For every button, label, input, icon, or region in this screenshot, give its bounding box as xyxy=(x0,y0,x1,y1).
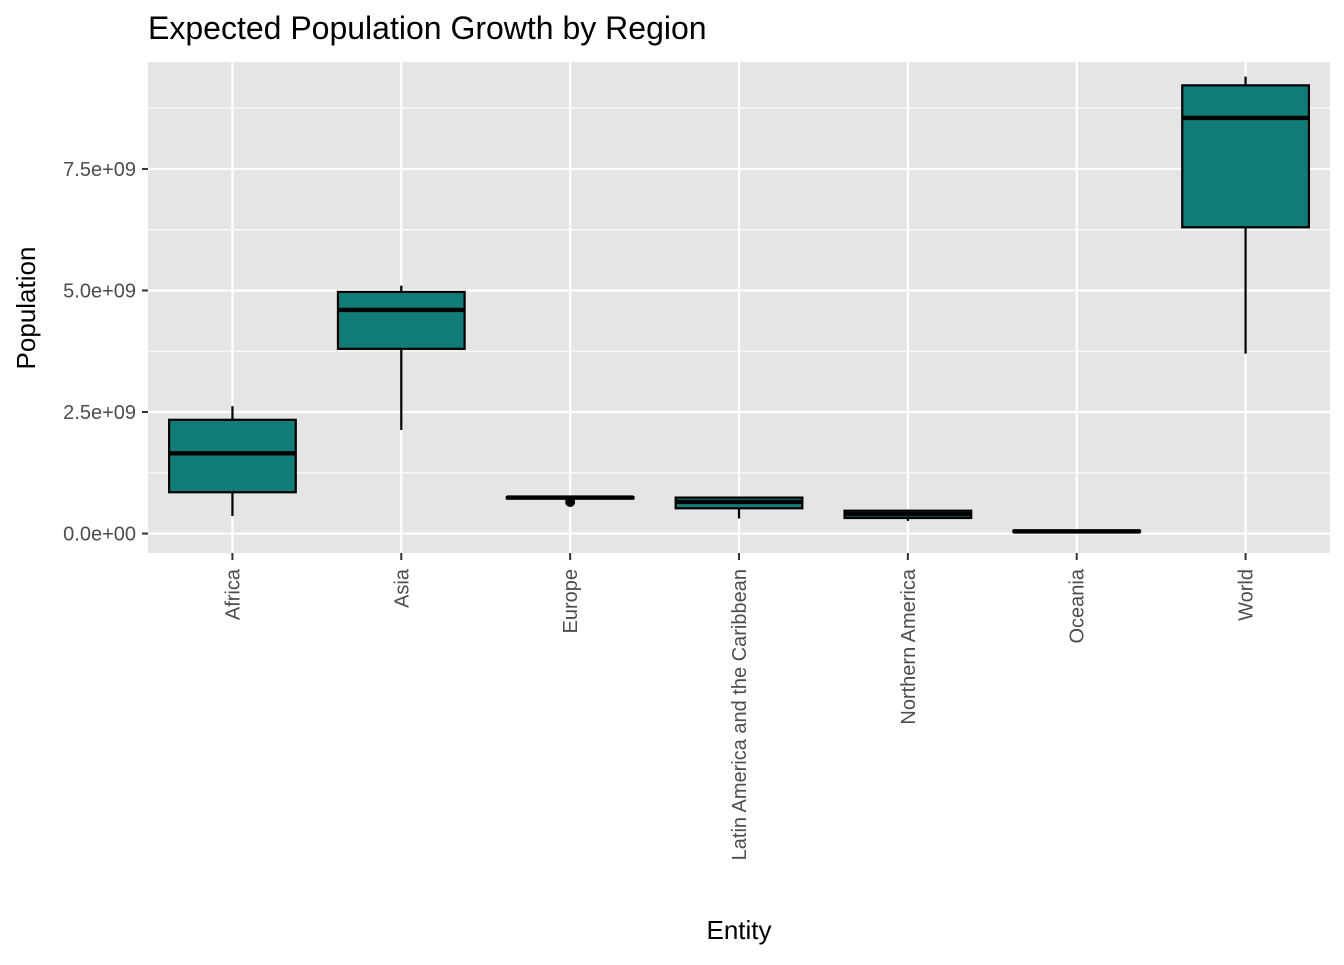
x-axis: Africa Asia Europe Latin America and the Ca… xyxy=(222,553,1258,860)
x-tick-label: Asia xyxy=(391,568,413,608)
box-oceania xyxy=(1012,529,1142,534)
x-tick-label: Africa xyxy=(222,568,244,620)
outlier-point xyxy=(565,496,576,507)
y-tick-label: 7.5e+09 xyxy=(63,159,136,181)
iqr-box xyxy=(336,290,466,350)
iqr-box xyxy=(168,418,297,494)
box-world xyxy=(1181,76,1310,354)
box-africa xyxy=(168,406,297,517)
box-latin-america-and-the-caribbean xyxy=(674,496,804,519)
x-tick-label: Oceania xyxy=(1067,568,1089,643)
y-tick-label: 5.0e+09 xyxy=(63,280,136,302)
box-northern-america xyxy=(843,509,973,521)
y-axis: 0.0e+00 2.5e+09 5.0e+09 7.5e+09 xyxy=(63,159,148,546)
box-marks xyxy=(168,76,1310,534)
chart-title: Expected Population Growth by Region xyxy=(148,10,707,46)
y-axis-title: Population xyxy=(11,247,41,370)
iqr-box xyxy=(1181,84,1310,229)
x-tick-label: Latin America and the Caribbean xyxy=(729,569,751,860)
y-tick-label: 2.5e+09 xyxy=(63,402,136,424)
y-tick-label: 0.0e+00 xyxy=(63,524,136,546)
x-tick-label: Europe xyxy=(560,569,582,634)
x-tick-label: World xyxy=(1236,569,1258,621)
x-tick-label: Northern America xyxy=(898,568,920,724)
box-europe xyxy=(505,495,635,507)
x-axis-title: Entity xyxy=(706,915,771,945)
box-asia xyxy=(336,285,466,431)
